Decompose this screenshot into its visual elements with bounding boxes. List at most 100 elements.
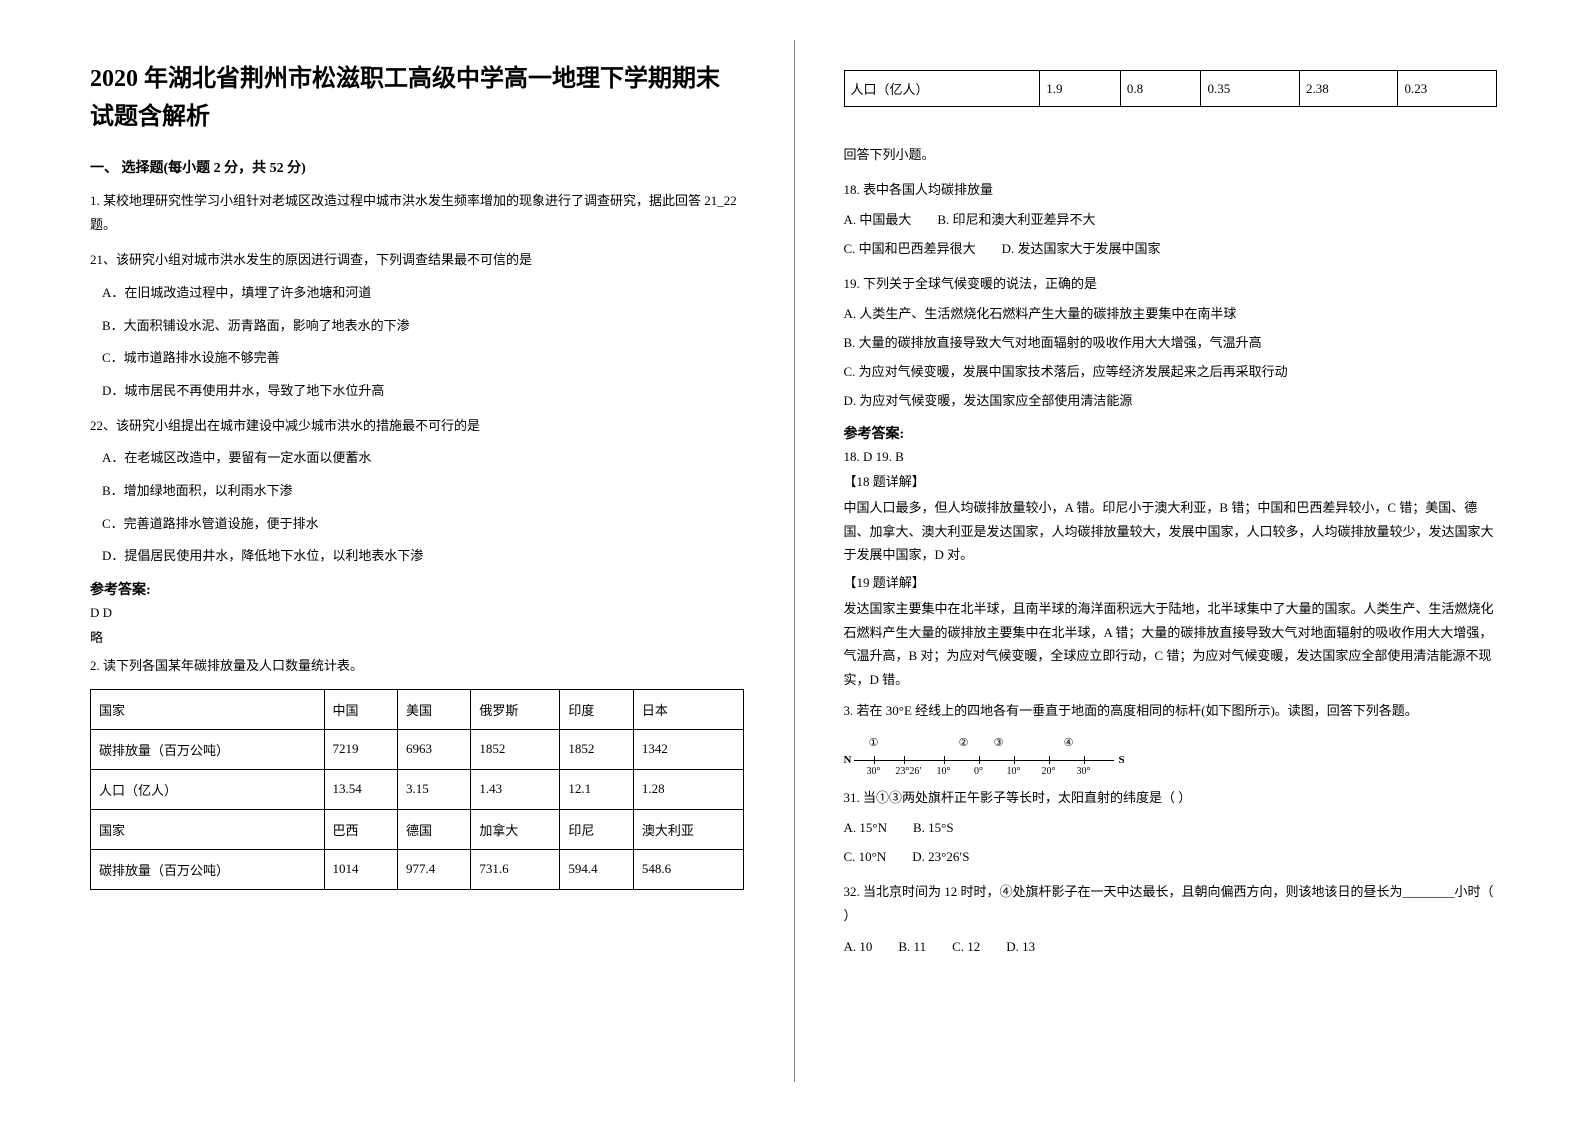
table-cell: 印度 xyxy=(560,689,633,729)
q3-32-opt-b: B. 11 xyxy=(898,939,926,954)
table-cell: 7219 xyxy=(324,729,397,769)
q3-31-opt-c: C. 10°N xyxy=(844,849,887,864)
table-cell: 12.1 xyxy=(560,769,633,809)
q1-sub21: 21、该研究小组对城市洪水发生的原因进行调查，下列调查结果最不可信的是 xyxy=(90,248,744,273)
axis-circle-1: ① xyxy=(869,736,879,749)
q3-sub31: 31. 当①③两处旗杆正午影子等长时，太阳直射的纬度是（ ） xyxy=(844,786,1498,811)
q2-answer: 18. D 19. B xyxy=(844,449,1498,465)
q2-top-table: 人口（亿人） 1.9 0.8 0.35 2.38 0.23 xyxy=(844,70,1498,107)
q3-axis-diagram: N ① ② ③ ④ 30° 23°26′ 10° 0° 10° 20° 30° … xyxy=(844,736,1498,776)
q2-intro: 2. 读下列各国某年碳排放量及人口数量统计表。 xyxy=(90,654,744,679)
q3-sub32: 32. 当北京时间为 12 时时，④处旗杆影子在一天中达最长，且朝向偏西方向，则… xyxy=(844,880,1498,929)
axis-n: N xyxy=(844,754,852,766)
q2-18-opt-b: B. 印尼和澳大利亚差异不大 xyxy=(937,212,1095,227)
table-cell: 巴西 xyxy=(324,809,397,849)
q2-19-opt-d: D. 为应对气候变暖，发达国家应全部使用清洁能源 xyxy=(844,389,1498,414)
q2-prompt: 回答下列小题。 xyxy=(844,143,1498,168)
left-column: 2020 年湖北省荆州市松滋职工高级中学高一地理下学期期末试题含解析 一、 选择… xyxy=(0,0,794,1122)
table-cell: 加拿大 xyxy=(471,809,560,849)
q2-19-opt-c: C. 为应对气候变暖，发展中国家技术落后，应等经济发展起来之后再采取行动 xyxy=(844,360,1498,385)
table-cell: 0.23 xyxy=(1398,71,1497,107)
q1-22-opt-c: C．完善道路排水管道设施，便于排水 xyxy=(102,512,744,537)
table-row: 人口（亿人） 13.54 3.15 1.43 12.1 1.28 xyxy=(91,769,744,809)
axis-tick xyxy=(874,756,875,764)
axis-circle-4: ④ xyxy=(1064,736,1074,749)
table-cell: 日本 xyxy=(633,689,743,729)
q2-19-opt-b: B. 大量的碳排放直接导致大气对地面辐射的吸收作用大大增强，气温升高 xyxy=(844,331,1498,356)
table-cell: 1.28 xyxy=(633,769,743,809)
q2-table: 国家 中国 美国 俄罗斯 印度 日本 碳排放量（百万公吨） 7219 6963 … xyxy=(90,689,744,890)
table-cell: 1852 xyxy=(560,729,633,769)
table-cell: 13.54 xyxy=(324,769,397,809)
axis-tick xyxy=(904,756,905,764)
axis-label: 0° xyxy=(974,766,983,777)
q3-32-opt-d: D. 13 xyxy=(1006,939,1035,954)
q1-22-opt-d: D．提倡居民使用井水，降低地下水位，以利地表水下渗 xyxy=(102,544,744,569)
q3-31-opt-cd: C. 10°N D. 23°26′S xyxy=(844,845,1498,870)
q2-sub19: 19. 下列关于全球气候变暖的说法，正确的是 xyxy=(844,272,1498,297)
table-cell: 6963 xyxy=(397,729,470,769)
table-cell: 1.43 xyxy=(471,769,560,809)
q3-31-opt-a: A. 15°N xyxy=(844,820,887,835)
axis-tick xyxy=(1084,756,1085,764)
table-cell: 中国 xyxy=(324,689,397,729)
axis-line xyxy=(854,760,1114,761)
axis-circle-2: ② xyxy=(959,736,969,749)
q2-18-opt-cd: C. 中国和巴西差异很大 D. 发达国家大于发展中国家 xyxy=(844,237,1498,262)
table-cell: 1.9 xyxy=(1040,71,1121,107)
table-cell: 德国 xyxy=(397,809,470,849)
table-cell: 1014 xyxy=(324,849,397,889)
q2-18-opt-ab: A. 中国最大 B. 印尼和澳大利亚差异不大 xyxy=(844,208,1498,233)
q2-18-opt-c: C. 中国和巴西差异很大 xyxy=(844,241,976,256)
q2-answer-label: 参考答案: xyxy=(844,423,1498,443)
axis-label: 10° xyxy=(937,766,951,777)
axis-tick xyxy=(1049,756,1050,764)
axis-label: 10° xyxy=(1007,766,1021,777)
table-cell: 3.15 xyxy=(397,769,470,809)
table-row: 碳排放量（百万公吨） 1014 977.4 731.6 594.4 548.6 xyxy=(91,849,744,889)
q1-21-opt-c: C．城市道路排水设施不够完善 xyxy=(102,346,744,371)
q2-explain19-label: 【19 题详解】 xyxy=(844,572,1498,591)
table-cell: 国家 xyxy=(91,809,325,849)
q2-explain18-label: 【18 题详解】 xyxy=(844,471,1498,490)
q1-brief: 略 xyxy=(90,627,744,646)
q2-18-opt-d: D. 发达国家大于发展中国家 xyxy=(1002,241,1161,256)
q1-22-opt-a: A．在老城区改造中，要留有一定水面以便蓄水 xyxy=(102,446,744,471)
q2-explain19: 发达国家主要集中在北半球，且南半球的海洋面积远大于陆地，北半球集中了大量的国家。… xyxy=(844,597,1498,691)
q3-intro: 3. 若在 30°E 经线上的四地各有一垂直于地面的高度相同的标杆(如下图所示)… xyxy=(844,699,1498,724)
q1-21-opt-d: D．城市居民不再使用井水，导致了地下水位升高 xyxy=(102,379,744,404)
q3-31-opt-b: B. 15°S xyxy=(913,820,954,835)
axis-label: 30° xyxy=(1077,766,1091,777)
table-cell: 澳大利亚 xyxy=(633,809,743,849)
q1-21-opt-a: A．在旧城改造过程中，填埋了许多池塘和河道 xyxy=(102,281,744,306)
section-heading: 一、 选择题(每小题 2 分，共 52 分) xyxy=(90,157,744,177)
axis-s: S xyxy=(1119,754,1125,766)
axis-tick xyxy=(944,756,945,764)
table-cell: 国家 xyxy=(91,689,325,729)
table-cell: 731.6 xyxy=(471,849,560,889)
table-cell: 0.35 xyxy=(1201,71,1300,107)
q2-19-opt-a: A. 人类生产、生活燃烧化石燃料产生大量的碳排放主要集中在南半球 xyxy=(844,302,1498,327)
page-title: 2020 年湖北省荆州市松滋职工高级中学高一地理下学期期末试题含解析 xyxy=(90,60,744,137)
table-cell: 1342 xyxy=(633,729,743,769)
table-cell: 594.4 xyxy=(560,849,633,889)
table-cell: 俄罗斯 xyxy=(471,689,560,729)
table-cell: 碳排放量（百万公吨） xyxy=(91,729,325,769)
table-cell: 人口（亿人） xyxy=(91,769,325,809)
q3-31-opt-d: D. 23°26′S xyxy=(912,849,969,864)
axis-label: 23°26′ xyxy=(895,766,921,777)
axis-tick xyxy=(1014,756,1015,764)
q3-32-opts: A. 10 B. 11 C. 12 D. 13 xyxy=(844,935,1498,960)
q1-22-opt-b: B．增加绿地面积，以利雨水下渗 xyxy=(102,479,744,504)
q3-31-opt-ab: A. 15°N B. 15°S xyxy=(844,816,1498,841)
q3-32-opt-a: A. 10 xyxy=(844,939,873,954)
table-cell: 0.8 xyxy=(1120,71,1201,107)
table-row: 碳排放量（百万公吨） 7219 6963 1852 1852 1342 xyxy=(91,729,744,769)
table-cell: 2.38 xyxy=(1299,71,1398,107)
axis-tick xyxy=(979,756,980,764)
table-cell: 人口（亿人） xyxy=(844,71,1040,107)
q1-sub22: 22、该研究小组提出在城市建设中减少城市洪水的措施最不可行的是 xyxy=(90,414,744,439)
table-cell: 1852 xyxy=(471,729,560,769)
table-cell: 美国 xyxy=(397,689,470,729)
q2-18-opt-a: A. 中国最大 xyxy=(844,212,912,227)
